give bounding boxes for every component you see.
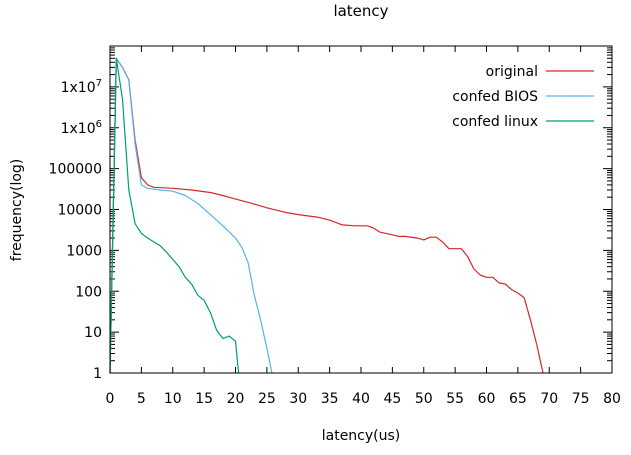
y-tick-label: 1x107 bbox=[61, 78, 102, 96]
x-tick-label: 80 bbox=[603, 391, 621, 407]
x-tick-label: 60 bbox=[478, 391, 496, 407]
x-tick-label: 25 bbox=[258, 391, 276, 407]
legend: original confed BIOS confed linux bbox=[452, 64, 594, 130]
x-tick-label: 65 bbox=[509, 391, 527, 407]
y-tick-label-exponent: 6 bbox=[96, 119, 102, 130]
y-tick-label-base: 1000 bbox=[66, 243, 102, 259]
x-tick-label: 40 bbox=[352, 391, 370, 407]
series-line-confed-linux bbox=[109, 57, 240, 374]
x-tick-label: 15 bbox=[195, 391, 213, 407]
y-tick-label-base: 1 bbox=[93, 366, 102, 382]
x-tick-label: 45 bbox=[383, 391, 401, 407]
x-tick-label: 10 bbox=[164, 391, 182, 407]
y-tick-label-base: 10 bbox=[84, 325, 102, 341]
series-line-original bbox=[109, 57, 544, 374]
y-tick-label-base: 1x10 bbox=[61, 80, 96, 96]
legend-label-confed-bios: confed BIOS bbox=[452, 89, 538, 105]
series-line-confed-bios bbox=[109, 57, 273, 374]
x-tick-label: 55 bbox=[446, 391, 464, 407]
y-tick-label: 100 bbox=[75, 284, 102, 300]
y-tick-label-exponent: 7 bbox=[96, 78, 102, 89]
x-tick-label: 0 bbox=[106, 391, 115, 407]
x-tick-label: 70 bbox=[540, 391, 558, 407]
y-tick-label-base: 1x10 bbox=[61, 121, 96, 137]
chart-title: latency bbox=[333, 2, 388, 20]
series-layer bbox=[109, 57, 544, 374]
legend-label-confed-linux: confed linux bbox=[452, 114, 538, 130]
y-tick-label: 1000 bbox=[66, 243, 102, 259]
x-tick-label: 75 bbox=[572, 391, 590, 407]
y-tick-label: 1 bbox=[93, 366, 102, 382]
x-tick-label: 5 bbox=[137, 391, 146, 407]
y-tick-label-base: 100000 bbox=[49, 162, 102, 178]
y-axis-title: frequency(log) bbox=[9, 159, 25, 261]
y-tick-label: 10 bbox=[84, 325, 102, 341]
y-tick-label: 1x106 bbox=[61, 119, 102, 137]
x-tick-label: 50 bbox=[415, 391, 433, 407]
y-tick-label: 10000 bbox=[57, 203, 102, 219]
tick-layer: 0 5 10 15 20 25 30 35 40 45 50 55 60 65 70 75 80 1 10 100 10… bbox=[49, 46, 621, 407]
legend-label-original: original bbox=[486, 64, 538, 80]
y-tick-label: 100000 bbox=[49, 162, 102, 178]
x-tick-label: 35 bbox=[321, 391, 339, 407]
plot-frame bbox=[109, 45, 613, 374]
x-tick-label: 30 bbox=[289, 391, 307, 407]
x-axis-title: latency(us) bbox=[322, 428, 401, 444]
y-tick-label-base: 100 bbox=[75, 284, 102, 300]
x-tick-label: 20 bbox=[227, 391, 245, 407]
y-tick-label-base: 10000 bbox=[57, 203, 102, 219]
